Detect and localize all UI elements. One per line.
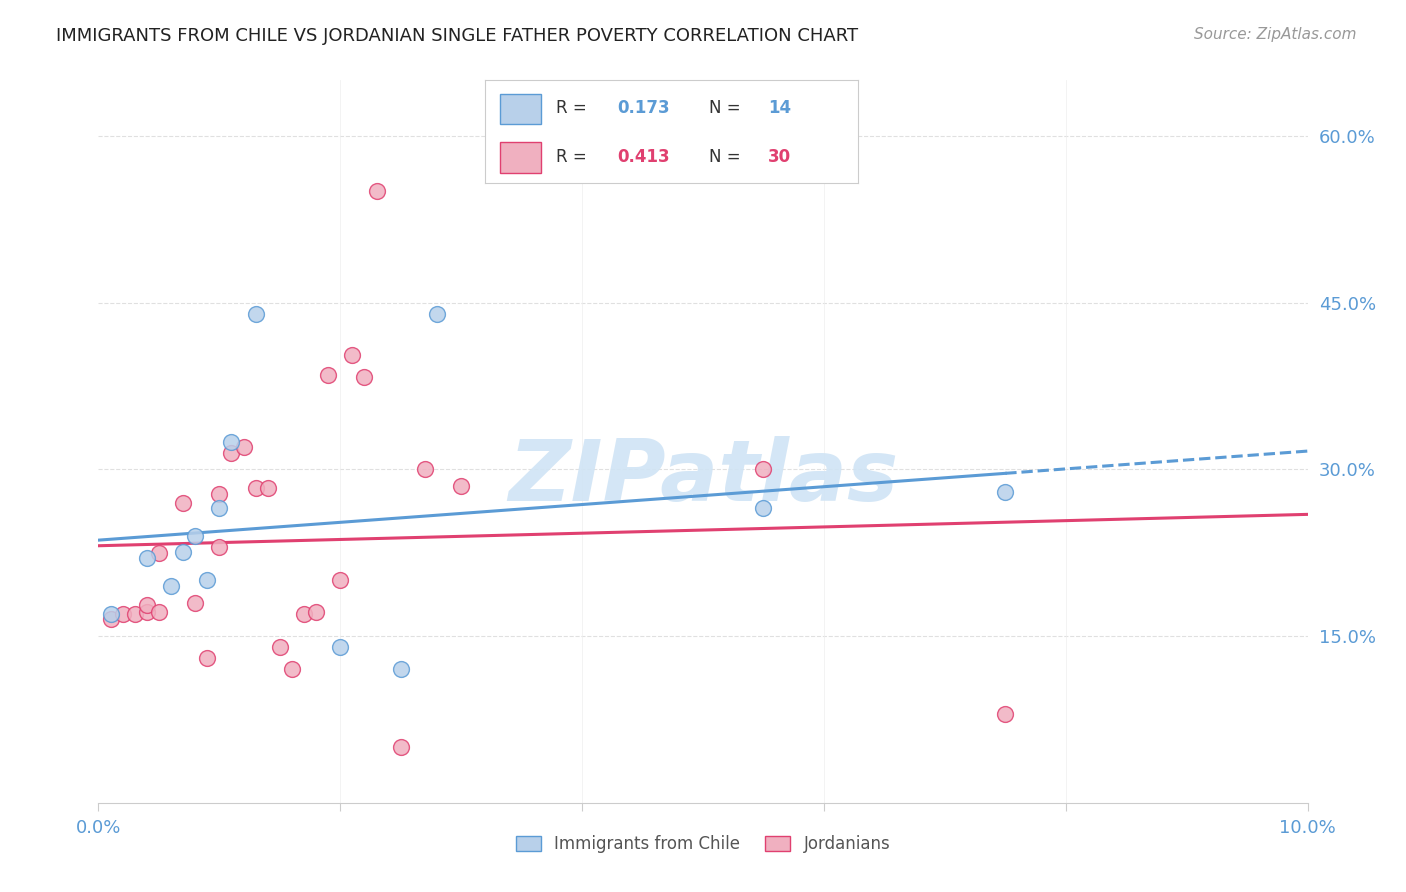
Text: Source: ZipAtlas.com: Source: ZipAtlas.com (1194, 27, 1357, 42)
Point (221, 445, 243, 459)
Point (245, 481, 267, 495)
Text: 14: 14 (768, 99, 792, 117)
Point (100, 612, 122, 626)
Point (752, 501, 775, 516)
Point (184, 596, 207, 610)
Text: 30: 30 (768, 148, 792, 166)
Text: 0.413: 0.413 (617, 148, 671, 166)
Point (450, 479, 472, 493)
Point (172, 544, 194, 558)
Point (269, 640, 291, 655)
Point (148, 605, 170, 619)
Point (195, 651, 218, 665)
Point (160, 579, 183, 593)
Point (353, 370, 375, 384)
Point (195, 574, 218, 588)
Point (221, 434, 243, 449)
Point (135, 605, 157, 619)
Point (232, 440, 254, 454)
Point (389, 740, 412, 755)
FancyBboxPatch shape (501, 94, 541, 124)
FancyBboxPatch shape (501, 142, 541, 173)
Text: ZIPatlas: ZIPatlas (508, 436, 898, 519)
Point (208, 540, 231, 554)
Text: R =: R = (555, 99, 592, 117)
Point (281, 662, 304, 676)
Point (135, 551, 157, 566)
Text: N =: N = (709, 148, 745, 166)
Point (413, 462, 436, 476)
Point (316, 368, 339, 382)
Point (245, 307, 267, 321)
Point (994, 484, 1017, 499)
Point (329, 640, 352, 655)
Point (208, 501, 231, 516)
Point (389, 662, 412, 676)
Point (329, 574, 352, 588)
Text: N =: N = (709, 99, 745, 117)
Point (172, 496, 194, 510)
Text: IMMIGRANTS FROM CHILE VS JORDANIAN SINGLE FATHER POVERTY CORRELATION CHART: IMMIGRANTS FROM CHILE VS JORDANIAN SINGL… (56, 27, 859, 45)
Point (426, 307, 449, 321)
Point (111, 607, 134, 621)
Point (124, 607, 146, 621)
Point (135, 598, 157, 612)
Point (342, 348, 364, 362)
Point (208, 487, 231, 501)
Point (752, 462, 775, 476)
Point (292, 607, 315, 621)
Point (100, 607, 122, 621)
Point (184, 529, 207, 543)
Text: 0.173: 0.173 (617, 99, 671, 117)
Text: R =: R = (555, 148, 592, 166)
Point (305, 605, 328, 619)
Point (256, 481, 278, 495)
Point (366, 185, 388, 199)
Point (994, 706, 1017, 721)
Point (148, 546, 170, 560)
Legend: Immigrants from Chile, Jordanians: Immigrants from Chile, Jordanians (509, 828, 897, 860)
